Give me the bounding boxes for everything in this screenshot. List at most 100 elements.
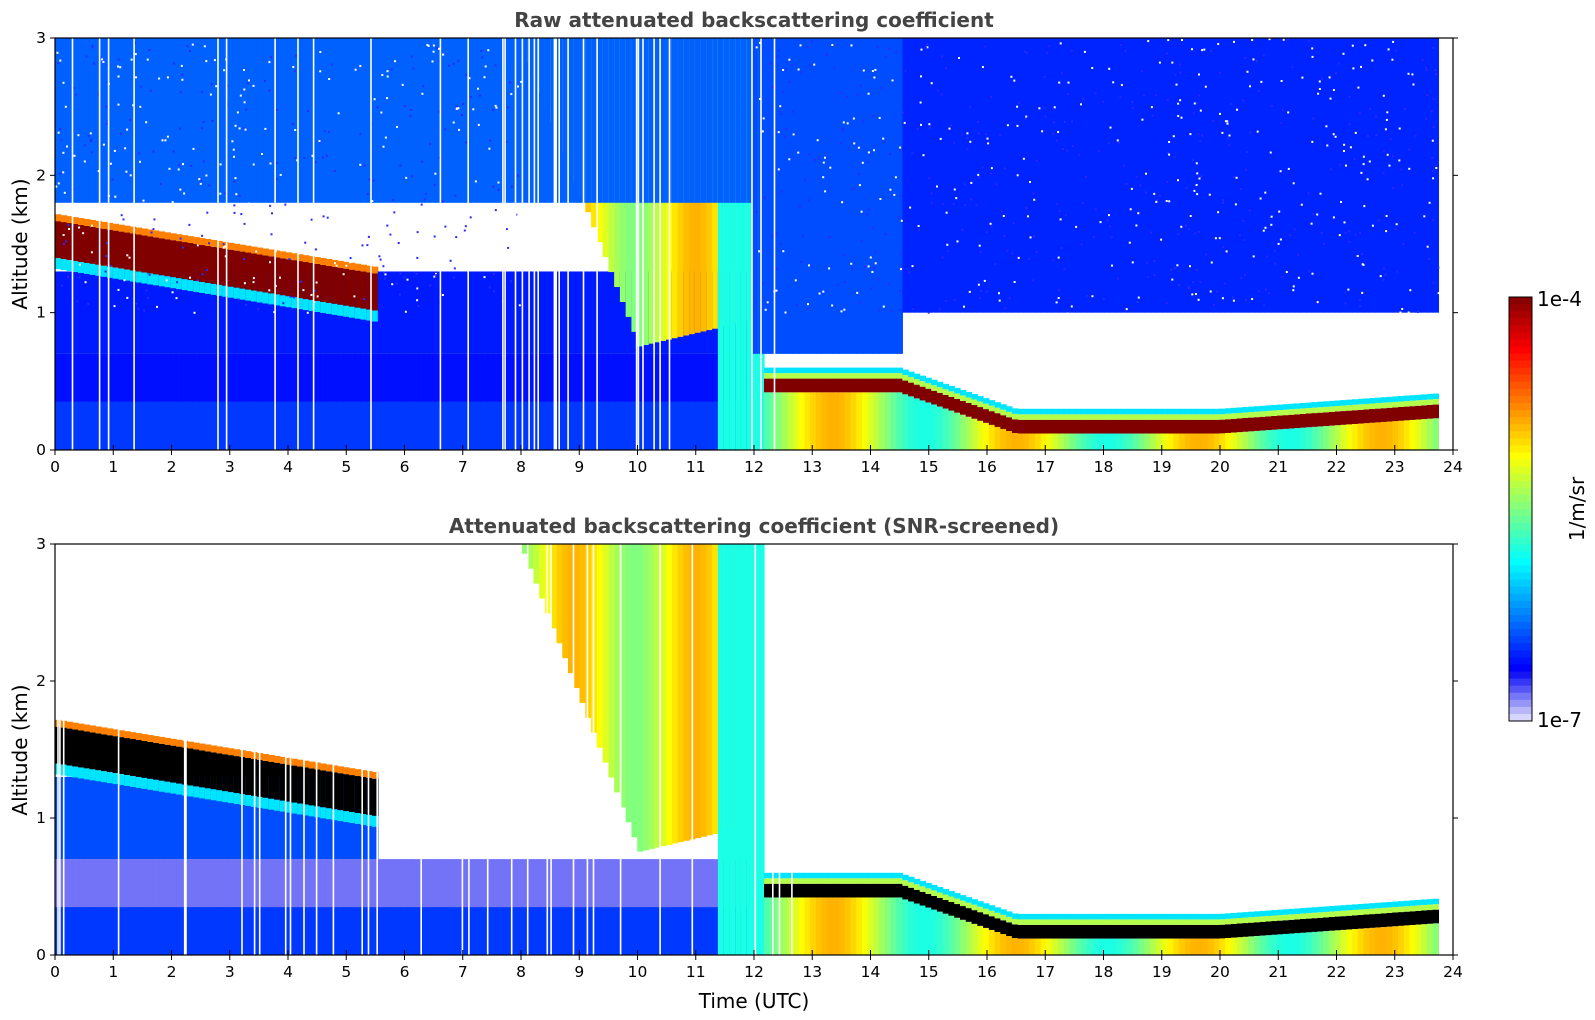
noise-speck: [775, 289, 778, 292]
heatmap-cell: [977, 38, 984, 313]
noise-speck: [111, 178, 114, 181]
heatmap-cell: [631, 353, 638, 402]
heatmap-cell: [977, 420, 984, 450]
noise-speck: [1135, 175, 1138, 178]
data-gap: [297, 38, 299, 450]
heatmap-cell: [320, 907, 327, 955]
heatmap-cell: [348, 269, 356, 307]
heatmap-cell: [1052, 433, 1059, 450]
heatmap-cell: [977, 401, 984, 408]
top-x-axis: 0 1 2 3 4 5 6 7 8 9 10 11 12 13 14 15 16 17 18 19 20 21 22 23 24: [50, 445, 1463, 476]
noise-speck: [59, 172, 62, 175]
noise-speck: [831, 304, 834, 307]
noise-speck: [755, 46, 758, 49]
heatmap-cell: [170, 907, 177, 955]
noise-speck: [1342, 52, 1345, 55]
heatmap-cell: [1363, 903, 1370, 910]
heatmap-cell: [1132, 433, 1140, 450]
heatmap-cell: [366, 814, 373, 826]
heatmap-cell: [1184, 38, 1192, 313]
heatmap-cell: [1346, 410, 1353, 425]
heatmap-cell: [1104, 433, 1111, 450]
heatmap-cell: [1115, 433, 1122, 450]
noise-speck: [1318, 80, 1321, 83]
heatmap-cell: [95, 726, 102, 734]
heatmap-cell: [406, 401, 413, 450]
heatmap-cell: [1415, 394, 1422, 401]
noise-speck: [292, 296, 295, 299]
heatmap-cell: [908, 377, 915, 383]
heatmap-cell: [521, 38, 529, 203]
heatmap-cell: [798, 367, 805, 374]
noise-speck: [1201, 49, 1204, 52]
heatmap-cell: [158, 776, 166, 860]
data-gap: [258, 544, 261, 955]
heatmap-cell: [1029, 38, 1036, 313]
heatmap-cell: [648, 401, 656, 450]
noise-speck: [245, 108, 248, 111]
heatmap-cell: [1086, 414, 1094, 420]
heatmap-cell: [1069, 919, 1076, 925]
heatmap-cell: [106, 772, 114, 784]
heatmap-cell: [936, 892, 944, 898]
heatmap-cell: [965, 416, 973, 450]
heatmap-cell: [158, 780, 166, 792]
heatmap-cell: [781, 897, 788, 955]
heatmap-cell: [1161, 414, 1169, 420]
heatmap-cell: [988, 905, 996, 911]
heatmap-cell: [856, 367, 863, 374]
heatmap-cell: [533, 271, 540, 354]
noise-speck: [1189, 215, 1192, 217]
heatmap-cell: [325, 302, 333, 314]
heatmap-cell: [216, 401, 223, 450]
heatmap-cell: [1161, 913, 1169, 920]
heatmap-cell: [297, 261, 304, 299]
heatmap-cell: [1034, 938, 1042, 955]
heatmap-cell: [1305, 427, 1313, 450]
heatmap-cell: [308, 256, 315, 263]
heatmap-cell: [464, 859, 471, 908]
heatmap-cell: [977, 901, 984, 907]
noise-speck: [82, 232, 85, 235]
heatmap-cell: [239, 38, 246, 203]
noise-speck: [1292, 182, 1295, 185]
noise-speck: [123, 279, 126, 282]
noise-speck: [1344, 302, 1347, 305]
heatmap-cell: [493, 859, 500, 908]
heatmap-cell: [112, 353, 119, 402]
noise-speck: [83, 160, 86, 163]
noise-speck: [279, 173, 282, 176]
heatmap-cell: [1086, 408, 1094, 415]
heatmap-cell: [694, 544, 702, 839]
data-gap: [550, 544, 552, 955]
heatmap-cell: [1230, 923, 1238, 938]
noise-speck: [985, 231, 988, 233]
noise-speck: [983, 279, 986, 282]
heatmap-cell: [285, 252, 292, 260]
heatmap-cell: [1213, 433, 1220, 450]
heatmap-cell: [1052, 938, 1059, 955]
colorbar-step: [1509, 629, 1532, 637]
heatmap-cell: [648, 353, 656, 402]
heatmap-cell: [1006, 406, 1013, 412]
heatmap-cell: [1380, 927, 1388, 955]
heatmap-cell: [395, 271, 402, 354]
heatmap-cell: [764, 872, 771, 879]
heatmap-cell: [885, 897, 892, 955]
noise-speck: [1226, 122, 1229, 125]
data-gap: [773, 38, 776, 450]
heatmap-cell: [971, 394, 978, 400]
noise-speck: [1316, 213, 1319, 216]
heatmap-cell: [1403, 911, 1411, 926]
heatmap-cell: [1057, 433, 1065, 450]
heatmap-cell: [873, 872, 880, 879]
heatmap-cell: [1046, 924, 1053, 939]
heatmap-cell: [568, 544, 575, 674]
heatmap-cell: [729, 38, 736, 450]
noise-speck: [171, 201, 174, 204]
heatmap-cell: [1242, 407, 1249, 413]
noise-speck: [134, 53, 137, 56]
noise-speck: [219, 192, 222, 195]
noise-speck: [176, 281, 179, 284]
heatmap-cell: [1357, 928, 1365, 955]
